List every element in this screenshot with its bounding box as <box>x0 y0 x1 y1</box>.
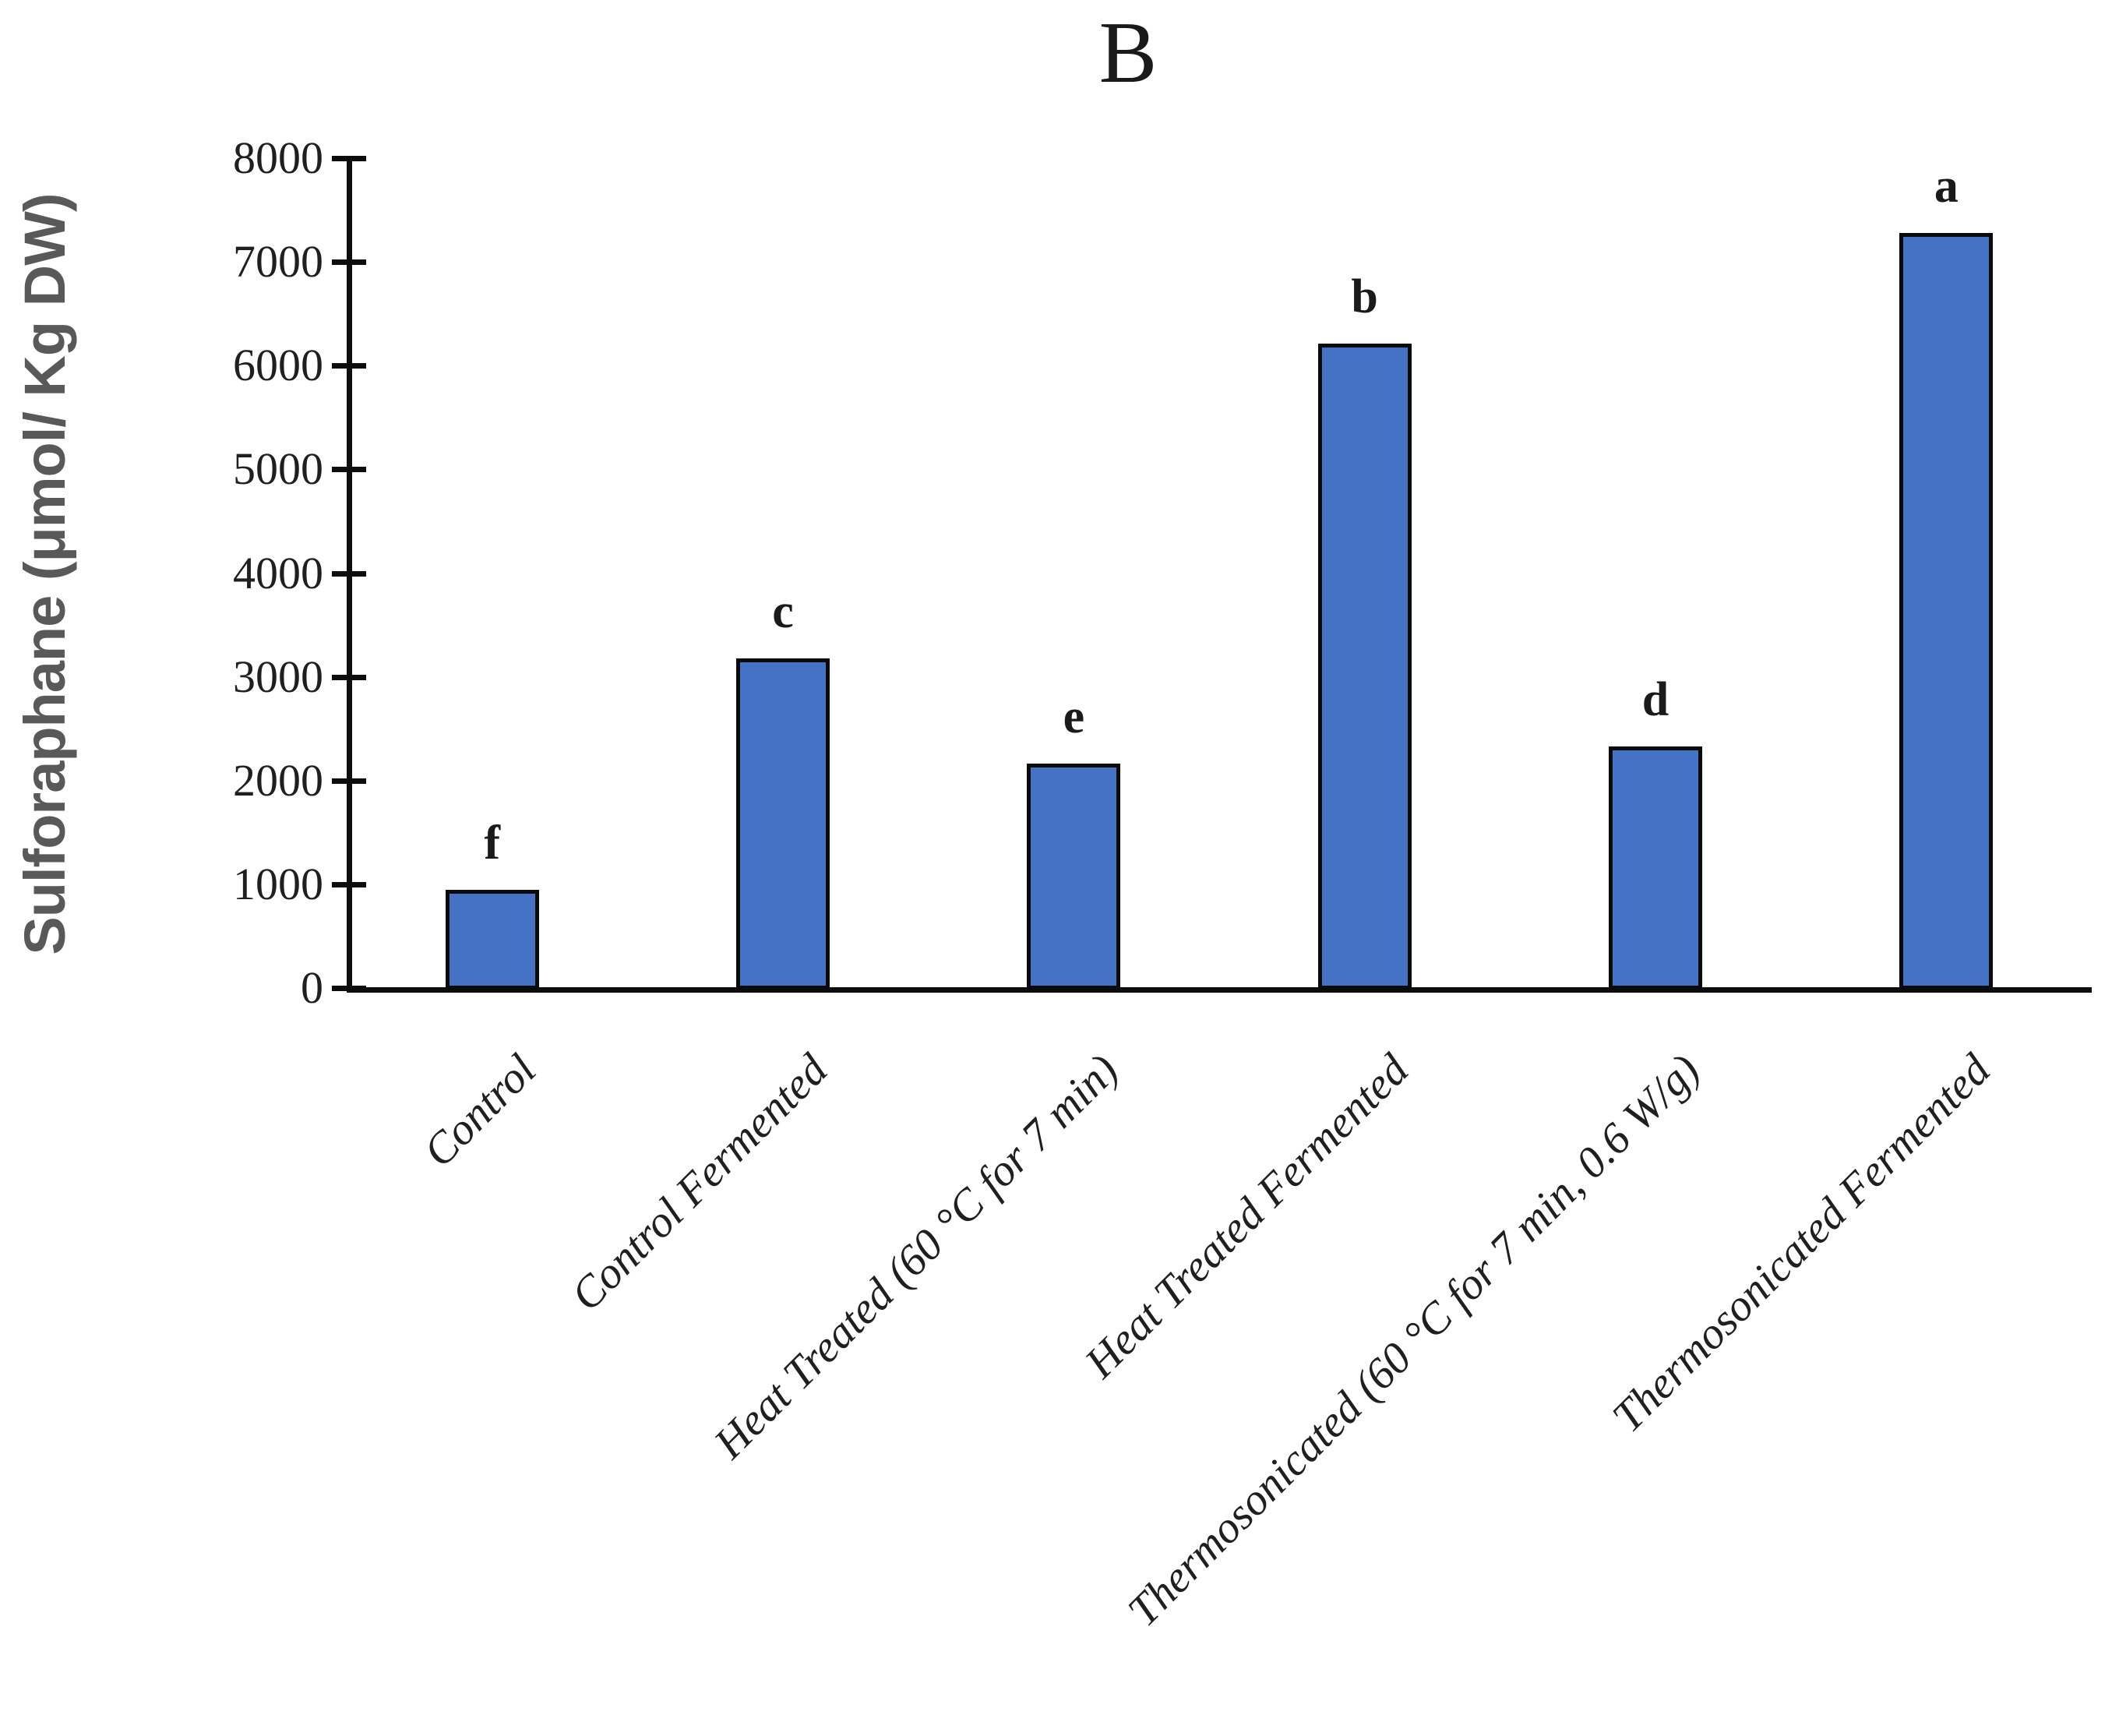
y-tick-mark <box>332 363 366 369</box>
bar-significance-letter: b <box>1351 270 1378 324</box>
y-tick-mark <box>332 570 366 577</box>
y-tick-mark <box>332 674 366 680</box>
bar-significance-letter: e <box>1063 690 1085 744</box>
x-category-label: Thermosonicated (60 °C for 7 min, 0.6 W/… <box>1118 1045 1709 1636</box>
y-tick-mark <box>332 259 366 266</box>
y-tick-mark <box>332 881 366 887</box>
bar <box>1317 344 1412 990</box>
y-tick-mark <box>332 467 366 473</box>
y-tick-label: 5000 <box>233 443 323 495</box>
y-tick-label: 1000 <box>233 858 323 909</box>
y-tick-mark <box>332 778 366 784</box>
bar-significance-letter: d <box>1641 672 1669 726</box>
x-category-label: Heat Treated Fermented <box>1076 1045 1419 1388</box>
x-axis-line <box>347 987 2092 993</box>
bar <box>736 658 830 990</box>
y-tick-label: 0 <box>301 962 323 1013</box>
bar <box>445 889 539 990</box>
bar <box>1609 746 1702 990</box>
y-tick-label: 3000 <box>233 651 323 702</box>
bar-significance-letter: f <box>484 816 500 870</box>
bar-significance-letter: c <box>772 584 794 638</box>
y-tick-label: 8000 <box>233 132 323 183</box>
y-tick-label: 7000 <box>233 236 323 288</box>
bar-significance-letter: a <box>1934 159 1959 213</box>
y-axis-title: Sulforaphane (μmol/ Kg DW) <box>12 193 77 955</box>
y-tick-mark <box>332 986 366 991</box>
x-category-label: Control <box>414 1045 546 1177</box>
y-tick-label: 2000 <box>233 754 323 806</box>
chart-title: B <box>1098 5 1158 101</box>
x-category-label: Control Fermented <box>561 1045 837 1321</box>
y-tick-label: 6000 <box>233 340 323 391</box>
y-tick-label: 4000 <box>233 547 323 598</box>
bar <box>1899 232 1994 990</box>
bar <box>1027 764 1121 990</box>
y-tick-mark <box>332 156 366 161</box>
